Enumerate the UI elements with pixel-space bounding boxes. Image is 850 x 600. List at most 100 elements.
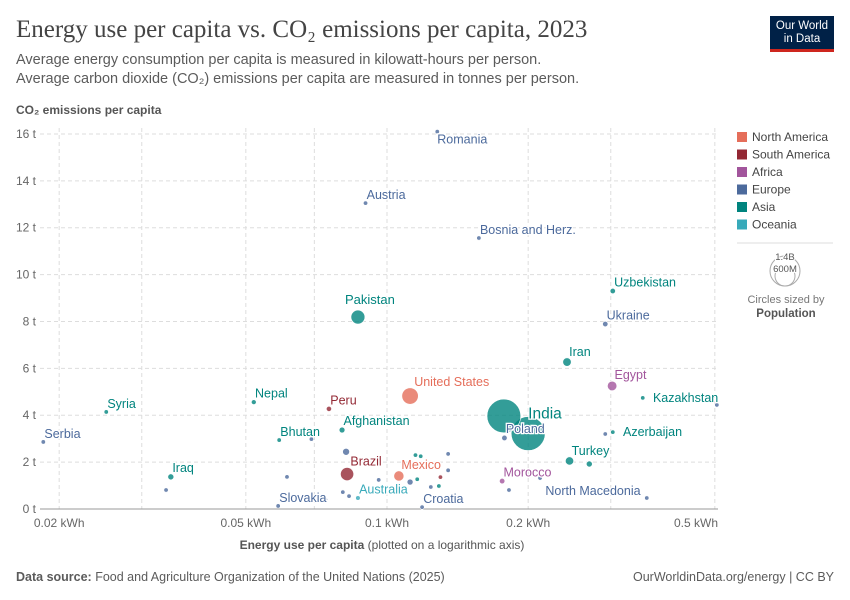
point-label: Peru (330, 393, 356, 407)
data-point (506, 487, 512, 493)
y-axis-label: CO₂ emissions per capita (16, 103, 162, 117)
data-point (640, 395, 646, 401)
point-label: North Macedonia (545, 484, 640, 498)
source-text: Food and Agriculture Organization of the… (91, 570, 445, 584)
data-point (565, 456, 574, 466)
data-point (499, 478, 506, 485)
data-point (437, 474, 443, 480)
size-legend-label: 1.4B (775, 252, 795, 263)
data-point (276, 437, 282, 443)
y-tick-label: 12 t (16, 221, 37, 235)
data-point (284, 474, 290, 480)
legend-entry: South America (752, 148, 830, 162)
point-label: Poland (506, 422, 545, 436)
subtitle-2: Average carbon dioxide (CO₂) emissions p… (16, 71, 580, 87)
data-point (436, 483, 442, 489)
point-label: Croatia (423, 492, 463, 506)
size-legend-circle-small (774, 265, 796, 287)
data-point (418, 453, 424, 459)
x-axis-label: Energy use per capita (plotted on a loga… (240, 538, 525, 552)
data-point (393, 470, 405, 482)
point-label: Bosnia and Herz. (480, 223, 576, 237)
data-point (610, 429, 616, 435)
y-tick-label: 0 t (23, 502, 37, 516)
data-point (326, 405, 332, 412)
point-label: Afghanistan (344, 414, 410, 428)
point-label: Kazakhstan (653, 391, 718, 405)
data-point (363, 200, 369, 206)
y-tick-label: 10 t (16, 268, 37, 282)
y-tick-label: 8 t (23, 314, 37, 328)
data-point (338, 426, 346, 434)
data-point (401, 387, 419, 405)
legend-swatch (737, 202, 747, 212)
data-point (406, 478, 414, 486)
data-point (609, 288, 616, 295)
data-point (434, 129, 440, 135)
data-point (602, 431, 608, 437)
data-point (251, 399, 257, 405)
y-tick-label: 14 t (16, 174, 37, 188)
data-point (355, 495, 361, 501)
data-point (376, 477, 382, 483)
point-label: Serbia (44, 427, 80, 441)
data-point (607, 380, 618, 391)
data-point (510, 416, 546, 451)
legend-swatch (737, 132, 747, 142)
point-label: Australia (359, 483, 408, 497)
point-label: Austria (367, 188, 406, 202)
legend-swatch (737, 219, 747, 230)
data-point (486, 398, 522, 434)
size-legend-label: 600M (773, 264, 797, 275)
data-point (644, 495, 650, 501)
x-tick-label: 0.02 kWh (34, 516, 85, 530)
y-tick-label: 2 t (23, 455, 37, 469)
legend-swatch (737, 167, 747, 177)
data-point (308, 436, 314, 442)
point-label: Egypt (615, 368, 647, 382)
data-point (275, 503, 281, 509)
data-point (346, 493, 352, 499)
x-tick-label: 0.1 kWh (365, 516, 409, 530)
data-point (167, 473, 175, 481)
source-note: Data source: Food and Agriculture Organi… (16, 570, 445, 584)
point-label: Pakistan (345, 292, 395, 307)
point-label: Romania (437, 133, 487, 147)
data-point (445, 467, 451, 473)
data-point (476, 235, 482, 241)
data-point (412, 452, 418, 458)
source-label: Data source: (16, 570, 92, 584)
data-point (501, 434, 508, 442)
point-label: Ukraine (607, 308, 650, 322)
data-point (562, 357, 572, 367)
point-label: United States (414, 375, 489, 389)
data-point (414, 476, 420, 482)
data-point (445, 451, 451, 457)
point-label: Turkey (572, 444, 610, 458)
y-tick-label: 6 t (23, 361, 37, 375)
size-legend-note: Circles sized by (747, 294, 825, 306)
y-tick-label: 4 t (23, 408, 37, 422)
point-label: Morocco (504, 465, 552, 479)
data-point (340, 467, 354, 481)
subtitle-1: Average energy consumption per capita is… (16, 52, 542, 68)
legend-entry: Oceania (752, 218, 797, 232)
legend-entry: North America (752, 130, 828, 144)
data-point (342, 448, 350, 456)
point-label: Nepal (255, 387, 288, 401)
owid-logo[interactable]: Our World in Data (770, 16, 834, 52)
point-label: Iraq (172, 461, 194, 475)
data-point (323, 497, 329, 503)
point-label: Brazil (350, 454, 381, 468)
license-link[interactable]: OurWorldinData.org/energy | CC BY (632, 570, 834, 584)
data-point (537, 475, 543, 481)
chart-title: Energy use per capita vs. CO₂ emissions … (16, 16, 588, 43)
point-label: India (528, 406, 562, 423)
y-tick-label: 16 t (16, 127, 37, 141)
point-label: Mexico (401, 458, 441, 472)
legend-entry: Europe (752, 183, 791, 197)
legend-swatch (737, 184, 747, 195)
point-label: Uzbekistan (614, 275, 676, 289)
data-point (419, 504, 425, 510)
